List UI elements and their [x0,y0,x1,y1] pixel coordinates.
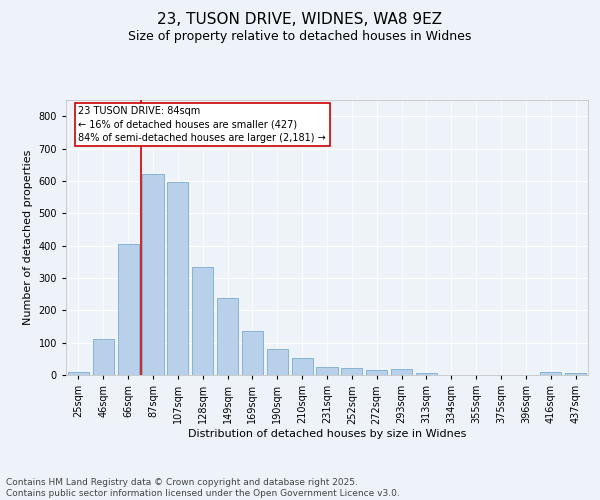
Bar [242,330,263,375]
Bar [316,367,338,375]
Bar [267,349,288,375]
Bar [68,372,89,375]
Text: Contains HM Land Registry data © Crown copyright and database right 2025.
Contai: Contains HM Land Registry data © Crown c… [6,478,400,498]
Bar [366,370,387,375]
Bar [341,368,362,375]
Bar [540,372,561,375]
Bar [167,182,188,375]
Text: 23 TUSON DRIVE: 84sqm
← 16% of detached houses are smaller (427)
84% of semi-det: 23 TUSON DRIVE: 84sqm ← 16% of detached … [79,106,326,143]
Text: 23, TUSON DRIVE, WIDNES, WA8 9EZ: 23, TUSON DRIVE, WIDNES, WA8 9EZ [157,12,443,28]
Bar [292,358,313,375]
Bar [93,340,114,375]
Text: Size of property relative to detached houses in Widnes: Size of property relative to detached ho… [128,30,472,43]
Y-axis label: Number of detached properties: Number of detached properties [23,150,33,325]
Bar [565,372,586,375]
Bar [118,244,139,375]
Bar [391,369,412,375]
Bar [416,374,437,375]
Bar [142,174,164,375]
X-axis label: Distribution of detached houses by size in Widnes: Distribution of detached houses by size … [188,429,466,439]
Bar [217,298,238,375]
Bar [192,266,213,375]
